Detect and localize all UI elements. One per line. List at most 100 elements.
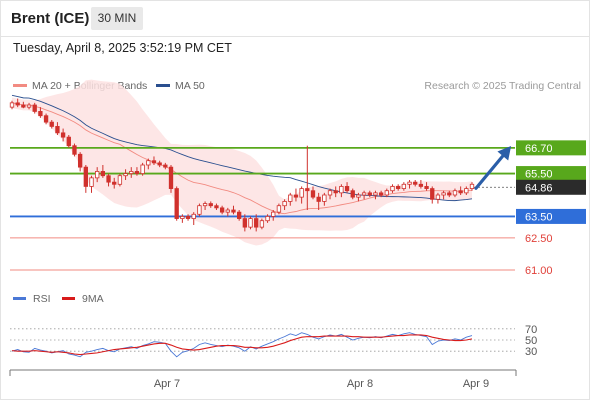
interval-button[interactable]: 30 MIN (91, 7, 143, 30)
candle (129, 167, 134, 178)
candle-body (254, 218, 259, 228)
candle-body (202, 203, 208, 207)
level-value-text: 64.86 (525, 182, 553, 194)
candle (282, 199, 287, 210)
x-axis-tick-label: Apr 8 (347, 378, 373, 390)
candle (344, 182, 350, 193)
candle-body (322, 194, 327, 202)
candle-body (146, 160, 151, 166)
candle (60, 128, 66, 142)
candle-body (350, 190, 355, 198)
candle-body (174, 188, 179, 219)
candle (401, 182, 407, 191)
candle-body (21, 104, 26, 108)
candle (265, 214, 270, 223)
candle (9, 100, 15, 110)
candle-body (157, 162, 162, 166)
candle (469, 182, 475, 191)
candle (100, 165, 106, 178)
rsi-level-label: 50 (525, 335, 537, 347)
candle (219, 205, 225, 215)
candle-body (390, 186, 395, 192)
candle (146, 158, 151, 170)
candle-body (185, 216, 191, 219)
candle-body (305, 188, 310, 192)
candle-body (361, 192, 367, 196)
candle-body (424, 186, 429, 189)
candle (106, 173, 111, 187)
rsi-ma-legend-label: 9MA (82, 293, 104, 305)
level-label-62-50: 62.50 (525, 233, 553, 245)
candle (117, 173, 123, 187)
candle (293, 188, 299, 202)
candle-body (225, 209, 230, 213)
level-value-box (516, 179, 586, 195)
candle (310, 186, 316, 200)
candle-body (452, 190, 458, 196)
candle (157, 160, 162, 168)
candle-body (401, 183, 407, 189)
candle-body (95, 171, 100, 179)
candle-body (117, 175, 123, 185)
candle-body (373, 192, 378, 196)
candle-body (316, 196, 321, 202)
instrument-title: Brent (ICE) (11, 10, 90, 27)
candle (185, 214, 191, 221)
level-value-box (516, 166, 586, 182)
candle (350, 188, 355, 200)
candle-body (197, 205, 202, 215)
candle (339, 184, 344, 198)
candle (378, 190, 384, 198)
level-value-text: 66.70 (525, 143, 553, 155)
level-value-text: 62.50 (525, 233, 553, 245)
candle-body (15, 102, 20, 106)
timestamp: Tuesday, April 8, 2025 3:52:19 PM CET (13, 41, 232, 55)
candle (202, 201, 208, 210)
candle-body (129, 171, 134, 174)
candle (163, 162, 168, 170)
candle-body (299, 188, 304, 198)
candle-body (396, 186, 401, 189)
candle (322, 192, 327, 206)
candle-body (333, 190, 338, 194)
candle-body (248, 218, 253, 228)
candle (418, 180, 424, 189)
candle (367, 190, 372, 198)
bollinger-band (12, 79, 472, 246)
candle-body (236, 211, 242, 219)
ma20-line (11, 102, 473, 215)
ma50-swatch (156, 83, 170, 87)
candle (140, 162, 145, 176)
ma20-swatch (13, 83, 27, 87)
candle-body (66, 136, 71, 147)
level-label-61-00: 61.00 (525, 265, 553, 277)
candle (396, 184, 401, 191)
candle (464, 186, 469, 195)
candle-body (26, 104, 32, 108)
candle (174, 186, 179, 221)
projection-arrow-shaft (474, 150, 508, 190)
candle-body (310, 190, 316, 198)
x-axis-tick-label: Apr 9 (463, 378, 489, 390)
candle (333, 186, 338, 198)
candle-body (435, 194, 441, 200)
level-label-64-86: 64.86 (516, 179, 586, 195)
candle-body (430, 188, 435, 200)
candle-body (134, 171, 140, 174)
rsi-line (11, 332, 473, 358)
candle (305, 145, 310, 210)
rsi-level-label: 70 (525, 324, 537, 336)
candle-body (100, 171, 106, 177)
candle-body (271, 211, 276, 217)
candle-body (344, 186, 350, 192)
rsi-ma-line (11, 334, 473, 356)
candle (66, 135, 71, 148)
candle-body (469, 183, 475, 189)
candle-body (367, 192, 372, 196)
candle-body (43, 115, 49, 123)
candle-body (163, 164, 168, 168)
candle (384, 188, 389, 198)
candle (390, 184, 395, 193)
candle-body (282, 201, 287, 207)
candle (95, 167, 100, 183)
